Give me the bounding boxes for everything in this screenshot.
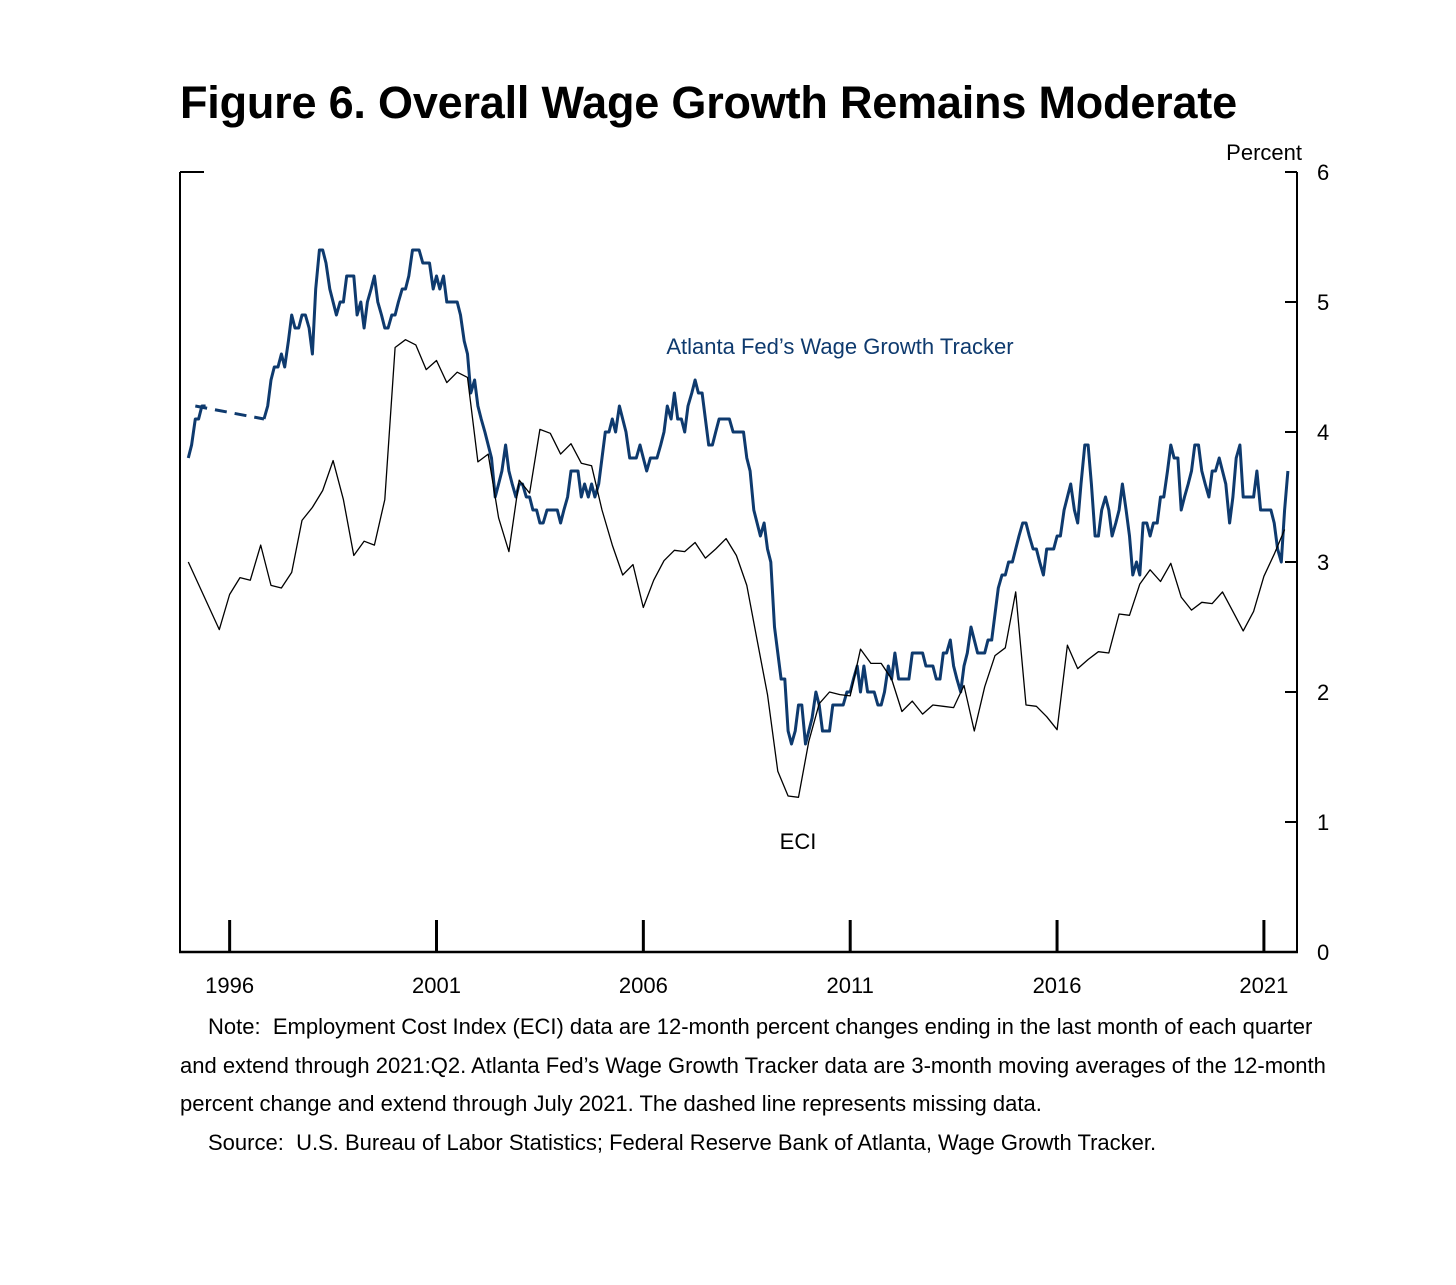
series-labels: Atlanta Fed’s Wage Growth Tracker ECI	[666, 334, 1013, 854]
x-tick-label: 1996	[205, 973, 254, 998]
note-paragraph: Note: Employment Cost Index (ECI) data a…	[180, 1008, 1340, 1124]
y-axis: 0 1 2 3 4 5 6 Percent	[1226, 140, 1329, 965]
x-tick-label: 2006	[619, 973, 668, 998]
eci-series-label: ECI	[780, 829, 817, 854]
note-text: Employment Cost Index (ECI) data are 12-…	[180, 1014, 1326, 1116]
figure-notes: Note: Employment Cost Index (ECI) data a…	[180, 1008, 1340, 1162]
source-paragraph: Source: U.S. Bureau of Labor Statistics;…	[180, 1124, 1340, 1163]
y-tick-label: 0	[1317, 940, 1329, 965]
chart-title: Figure 6. Overall Wage Growth Remains Mo…	[180, 77, 1237, 128]
x-tick-label: 2001	[412, 973, 461, 998]
series-layer	[186, 248, 1290, 798]
wgt-series-line	[186, 404, 206, 459]
wgt-series-line	[262, 248, 1290, 746]
x-tick-label: 2011	[827, 973, 874, 998]
wgt-dashed-missing-segment	[195, 404, 265, 421]
y-tick-label: 6	[1317, 160, 1329, 185]
y-axis-label: Percent	[1226, 140, 1302, 165]
y-tick-label: 3	[1317, 550, 1329, 575]
y-tick-label: 4	[1317, 420, 1329, 445]
eci-series-line	[187, 339, 1286, 798]
y-tick-label: 1	[1317, 810, 1329, 835]
y-tick-label: 2	[1317, 680, 1329, 705]
wgt-series-label: Atlanta Fed’s Wage Growth Tracker	[666, 334, 1013, 359]
note-label: Note:	[208, 1014, 261, 1039]
y-tick-label: 5	[1317, 290, 1329, 315]
x-tick-label: 2016	[1033, 973, 1082, 998]
source-text: U.S. Bureau of Labor Statistics; Federal…	[296, 1129, 1157, 1155]
x-tick-label: 2021	[1239, 973, 1288, 998]
x-axis: 1996 2001 2006 2011 2016 2021	[205, 920, 1288, 998]
source-label: Source:	[208, 1129, 284, 1155]
